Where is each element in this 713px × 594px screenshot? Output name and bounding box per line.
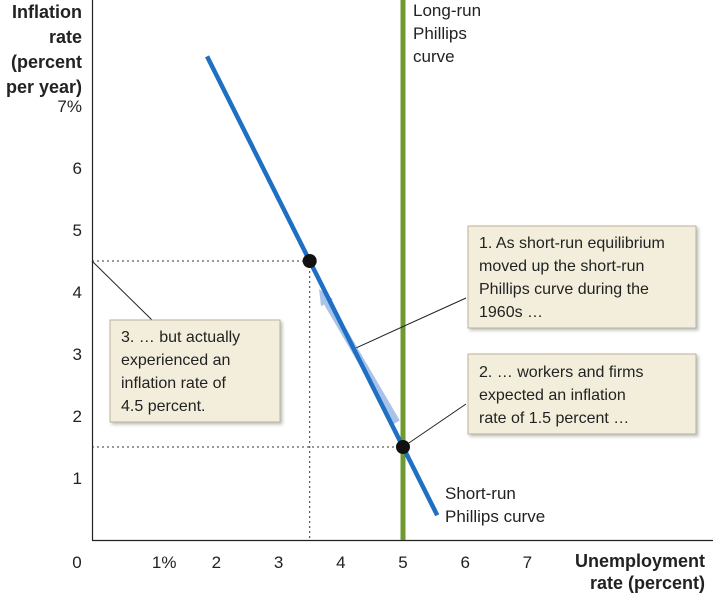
x-tick-label: 6 [460, 553, 469, 572]
annotation-box [467, 353, 697, 435]
annotation-text: experienced an [121, 352, 230, 369]
x-tick-label: 3 [274, 553, 283, 572]
y-tick-label: 6 [73, 159, 82, 178]
equilibrium-point [302, 254, 317, 268]
x-tick-label: 7 [523, 553, 532, 572]
y-tick-label: 5 [73, 221, 82, 240]
x-axis-title: Unemployment rate (percent) [575, 551, 705, 593]
annotation-text: rate of 1.5 percent … [479, 410, 629, 427]
short-run-phillips-curve [205, 55, 440, 517]
short-run-label-line: Short-run [445, 484, 516, 503]
y-tick-label: 2 [73, 407, 82, 426]
annotation-note-1: 1. As short-run equilibrium moved up the… [467, 225, 697, 329]
y-tick-label: 3 [73, 345, 82, 364]
annotation-box [467, 225, 697, 329]
x-tick-label: 1% [152, 553, 177, 572]
short-run-curve-label: Short-run Phillips curve [445, 484, 545, 526]
x-tick-label: 5 [398, 553, 407, 572]
annotation-text: 4.5 percent. [121, 398, 206, 415]
annotation-text: expected an inflation [479, 387, 626, 404]
annotation-note-2: 2. … workers and firms expected an infla… [467, 353, 697, 435]
annotation-pointer-line [91, 260, 153, 321]
x-tick-labels: 0 1% 2 3 4 5 6 7 [72, 553, 532, 572]
annotation-text: 1. As short-run equilibrium [479, 235, 665, 252]
annotation-text: moved up the short-run [479, 258, 644, 275]
annotation-text: Phillips curve during the [479, 281, 649, 298]
x-tick-label: 0 [72, 553, 81, 572]
annotation-text: inflation rate of [121, 375, 227, 392]
y-axis-title-line: rate [49, 27, 82, 47]
y-tick-label: 4 [73, 283, 82, 302]
x-axis-title-line: Unemployment [575, 551, 705, 571]
annotation-note-3: 3. … but actually experienced an inflati… [109, 319, 281, 423]
annotation-box [109, 319, 281, 423]
annotation-text: 2. … workers and firms [479, 364, 643, 381]
annotation-text: 1960s … [479, 304, 543, 321]
annotation-pointer-line [356, 297, 467, 349]
y-tick-label: 7% [57, 97, 82, 116]
long-run-curve-label: Long-run Phillips curve [413, 1, 481, 66]
y-axis-title-line: (percent [11, 52, 82, 72]
long-run-label-line: Long-run [413, 1, 481, 20]
short-run-label-line: Phillips curve [445, 507, 545, 526]
y-axis-title-line: per year) [6, 77, 82, 97]
y-tick-labels: 1 2 3 4 5 6 7% [57, 97, 82, 488]
x-tick-label: 2 [212, 553, 221, 572]
long-run-label-line: Phillips [413, 24, 467, 43]
equilibrium-points [302, 254, 410, 454]
x-axis-title-line: rate (percent) [590, 573, 705, 593]
annotation-pointer-line [402, 403, 467, 448]
equilibrium-point [396, 440, 410, 454]
annotation-text: 3. … but actually [121, 329, 240, 346]
y-tick-label: 1 [73, 469, 82, 488]
y-axis-title: Inflation rate (percent per year) [6, 2, 82, 97]
y-axis-title-line: Inflation [12, 2, 82, 22]
annotation-pointers [91, 260, 467, 448]
long-run-label-line: curve [413, 47, 455, 66]
x-tick-label: 4 [336, 553, 345, 572]
